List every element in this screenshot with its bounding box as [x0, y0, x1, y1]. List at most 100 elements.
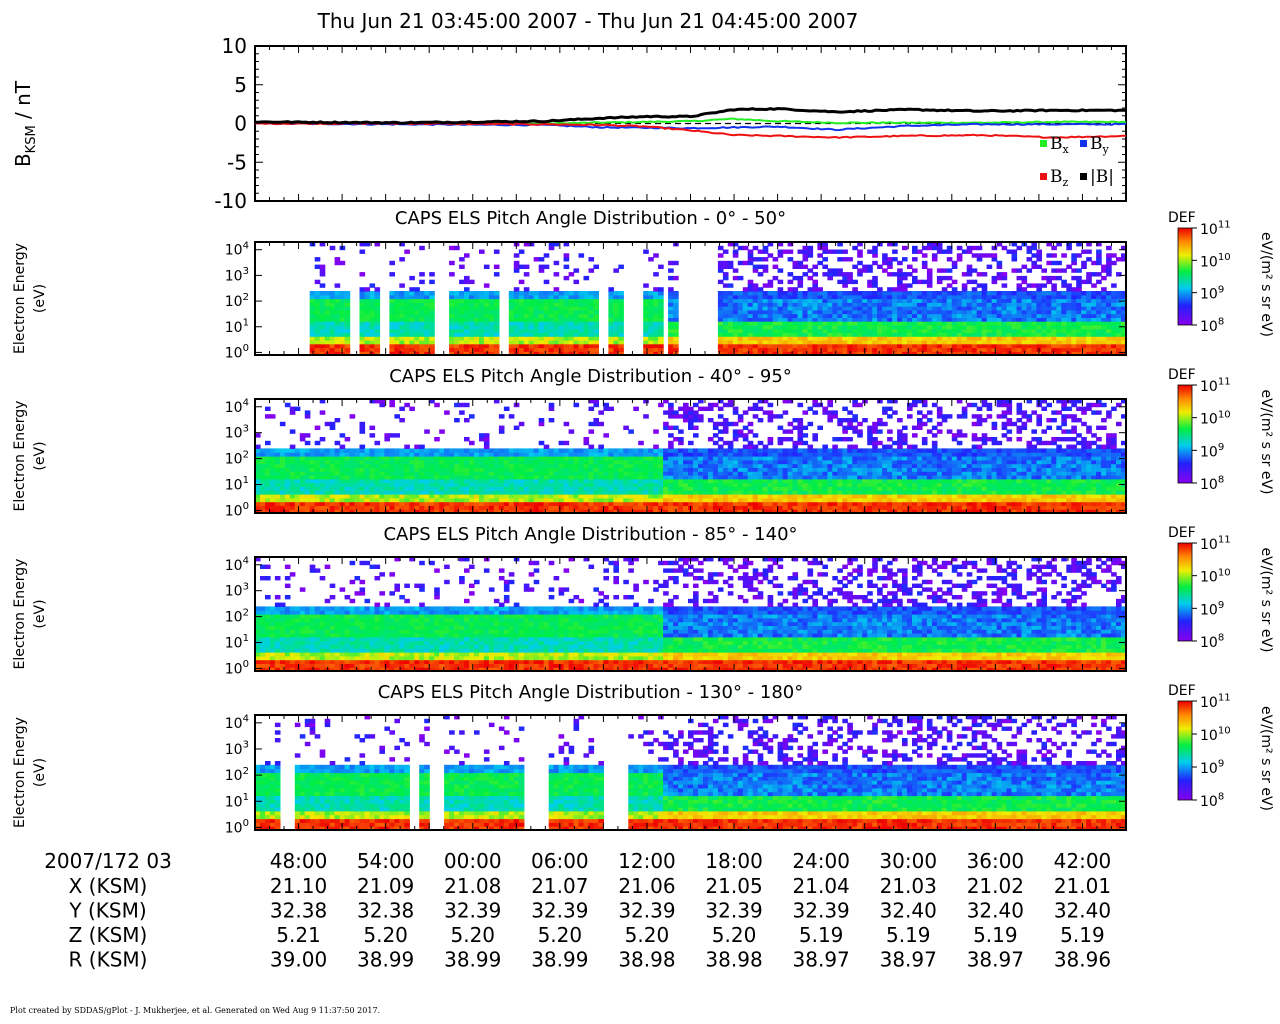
heatmap-cell: [966, 351, 973, 356]
heatmap-cell: [1051, 324, 1057, 330]
heatmap-cell: [588, 421, 595, 427]
heatmap-cell: [777, 279, 784, 285]
heatmap-cell: [329, 471, 336, 476]
heatmap-cell: [553, 291, 560, 296]
heatmap-cell: [807, 313, 814, 318]
heatmap-cell: [752, 351, 759, 356]
heatmap-cell: [752, 257, 759, 262]
heatmap-cell: [951, 343, 958, 349]
legend-swatch: [1080, 173, 1087, 180]
heatmap-cell: [1036, 313, 1042, 318]
heatmap-cell: [762, 264, 769, 269]
heatmap-cell: [981, 317, 988, 322]
heatmap-cell: [429, 497, 435, 503]
heatmap-cell: [1011, 253, 1018, 258]
heatmap-cell: [498, 478, 505, 484]
heatmap-cell: [513, 324, 520, 330]
heatmap-cell: [558, 471, 565, 476]
heatmap-cell: [314, 494, 321, 499]
heatmap-cell: [912, 347, 918, 352]
heatmap-cell: [917, 279, 923, 285]
heatmap-cell: [683, 456, 689, 461]
heatmap-cell: [1086, 249, 1092, 254]
heatmap-cell: [971, 306, 978, 311]
heatmap-cell: [618, 459, 624, 465]
heatmap-cell: [1066, 332, 1072, 337]
heatmap-cell: [508, 463, 515, 468]
heatmap-cell: [414, 321, 420, 326]
heatmap-cell: [309, 321, 316, 326]
heatmap-cell: [543, 471, 550, 476]
heatmap-cell: [488, 452, 495, 457]
heatmap-cell: [334, 448, 341, 453]
heatmap-cell: [459, 478, 465, 484]
heatmap-cell: [429, 509, 435, 514]
heatmap-cell: [518, 328, 525, 333]
heatmap-cell: [419, 490, 425, 495]
heatmap-cell: [269, 475, 276, 480]
heatmap-cell: [319, 437, 326, 442]
heatmap-cell: [299, 459, 306, 465]
heatmap-cell: [339, 260, 346, 266]
heatmap-cell: [852, 264, 858, 269]
heatmap-cell: [722, 317, 729, 322]
heatmap-cell: [384, 452, 390, 457]
heatmap-cell: [802, 264, 809, 269]
heatmap-cell: [474, 302, 480, 307]
heatmap-cell: [528, 471, 535, 476]
heatmap-cell: [852, 313, 858, 318]
heatmap-cell: [344, 482, 351, 487]
heatmap-cell: [538, 463, 545, 468]
heatmap-cell: [857, 332, 863, 337]
heatmap-cell: [996, 306, 1003, 311]
heatmap-cell: [1066, 298, 1072, 303]
heatmap-cell: [439, 482, 445, 487]
heatmap-cell: [429, 324, 435, 330]
heatmap-cell: [533, 257, 540, 262]
heatmap-cell: [568, 291, 575, 296]
heatmap-cell: [882, 253, 888, 258]
heatmap-cell: [757, 343, 764, 349]
heatmap-cell: [513, 332, 520, 337]
heatmap-cell: [483, 347, 490, 352]
heatmap-cell: [867, 268, 873, 273]
heatmap-cell: [951, 328, 958, 333]
heatmap-cell: [548, 501, 555, 506]
heatmap-cell: [1061, 324, 1067, 330]
heatmap-cell: [533, 328, 540, 333]
heatmap-cell: [658, 494, 664, 499]
heatmap-cell: [882, 268, 888, 273]
heatmap-cell: [717, 490, 724, 495]
heatmap-cell: [887, 336, 893, 341]
heatmap-cell: [673, 452, 679, 457]
heatmap-cell: [742, 347, 749, 352]
heatmap-cell: [1116, 324, 1122, 330]
heatmap-cell: [419, 501, 425, 506]
heatmap-cell: [279, 478, 286, 484]
heatmap-cell: [931, 298, 938, 303]
heatmap-cell: [374, 242, 381, 247]
heatmap-cell: [668, 291, 674, 296]
heatmap-cell: [882, 336, 888, 341]
heatmap-cell: [727, 351, 734, 356]
heatmap-cell: [563, 452, 570, 457]
heatmap-cell: [409, 306, 415, 311]
heatmap-cell: [722, 309, 729, 315]
heatmap-cell: [931, 309, 938, 315]
heatmap-cell: [314, 298, 321, 303]
heatmap-cell: [951, 347, 958, 352]
heatmap-cell: [658, 321, 664, 326]
heatmap-cell: [1066, 291, 1072, 296]
heatmap-cell: [528, 486, 535, 491]
heatmap-cell: [767, 324, 774, 330]
heatmap-cell: [553, 509, 560, 514]
heatmap-cell: [568, 317, 575, 322]
heatmap-cell: [444, 459, 450, 465]
heatmap-cell: [767, 283, 774, 288]
heatmap-cell: [668, 486, 674, 491]
heatmap-cell: [618, 490, 624, 495]
heatmap-cell: [583, 478, 590, 484]
heatmap-cell: [1086, 279, 1092, 285]
heatmap-cell: [1001, 328, 1008, 333]
heatmap-cell: [797, 336, 804, 341]
